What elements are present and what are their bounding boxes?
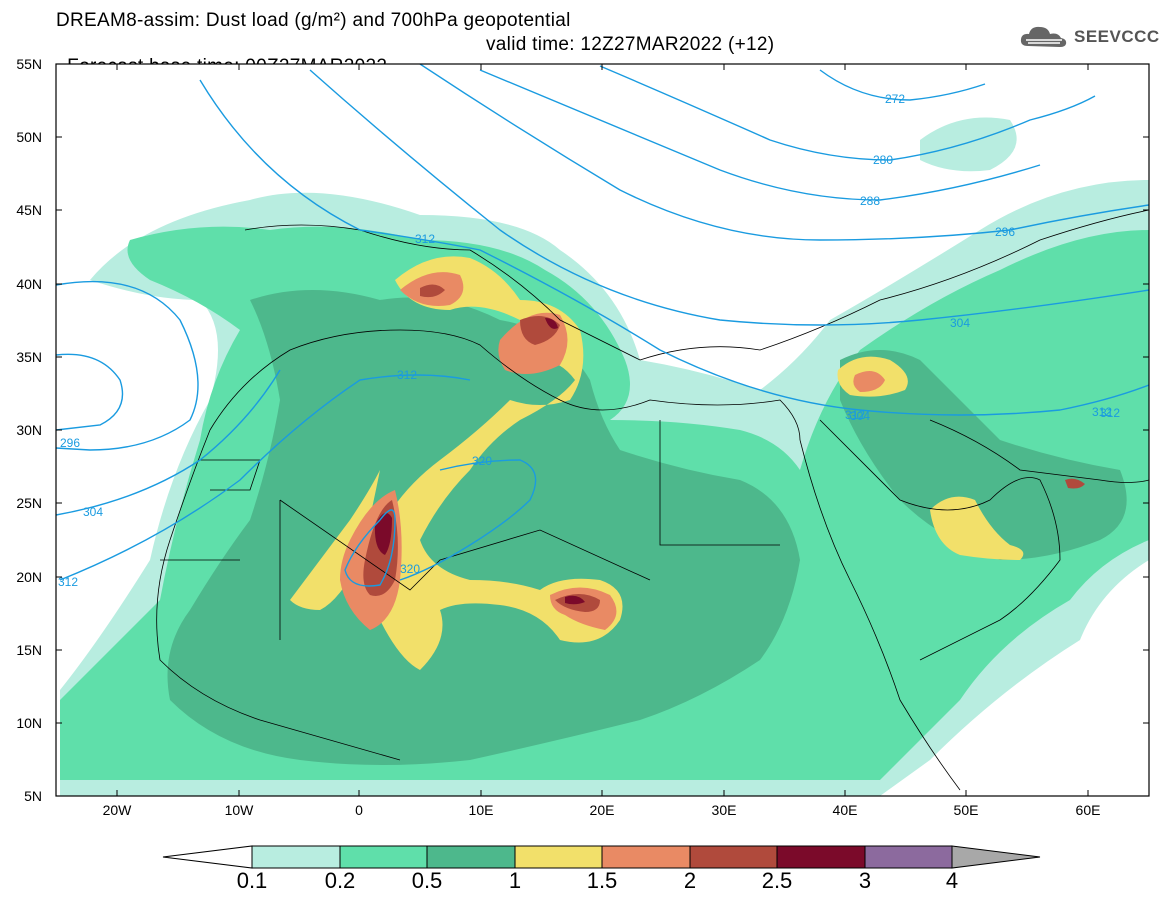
lat-label: 25N <box>16 495 42 511</box>
colorbar-low-arrow <box>162 845 253 869</box>
contour-label: 320 <box>400 562 420 576</box>
contour-label: 312 <box>58 575 78 589</box>
coast-europe <box>244 209 1149 361</box>
lat-label: 20N <box>16 569 42 585</box>
colorbar-label: 0.2 <box>324 868 356 893</box>
coast-iran <box>929 419 1149 483</box>
lon-label: 10E <box>468 802 494 818</box>
chart-title: DREAM8-assim: Dust load (g/m²) and 700hP… <box>56 10 571 31</box>
colorbar-swatch <box>689 845 778 869</box>
dust-field-0.1-north <box>920 117 1017 172</box>
contour-320-inner <box>344 509 396 587</box>
geopotential-contours <box>56 64 1149 587</box>
colorbar-label: 3 <box>858 868 872 893</box>
contour-304-west <box>56 369 281 516</box>
border-sudan <box>659 420 780 546</box>
contour-304-north <box>309 69 1149 326</box>
contour-label: 312 <box>397 368 417 382</box>
contour-label: 312 <box>845 408 865 422</box>
contour-label: 304 <box>83 505 103 519</box>
contour-312-west <box>56 353 124 431</box>
dust-field-0.5 <box>167 290 800 765</box>
lat-label: 10N <box>16 715 42 731</box>
colorbar-swatch <box>601 845 691 869</box>
lat-label: 35N <box>16 349 42 365</box>
contour-labels: 272 280 288 296 304 312 312 320 320 312 … <box>58 92 1120 589</box>
lat-label: 15N <box>16 642 42 658</box>
contour-280 <box>599 65 1096 161</box>
lon-label: 50E <box>953 802 979 818</box>
border-algeria-mali <box>279 499 651 640</box>
coast-west-africa <box>156 429 401 761</box>
lat-label: 45N <box>16 202 42 218</box>
contour-296-west <box>56 280 199 451</box>
colorbar-swatch <box>251 845 341 869</box>
dust-field-1.5 <box>340 272 885 630</box>
lon-label: 10W <box>224 802 254 818</box>
coast-arabia <box>819 419 1061 661</box>
colorbar-label: 1 <box>508 868 522 893</box>
contour-320-north <box>399 459 537 581</box>
colorbar-swatch <box>864 845 953 869</box>
contour-label: 312 <box>415 232 435 246</box>
lon-label: 20E <box>589 802 615 818</box>
colorbar-label: 2.5 <box>761 868 793 893</box>
colorbar-label: 4 <box>945 868 959 893</box>
contour-label: 296 <box>995 225 1015 239</box>
cloud-icon <box>1020 26 1067 47</box>
lat-label: 30N <box>16 422 42 438</box>
colorbar-swatch <box>776 845 866 869</box>
axis-ticks <box>56 63 1149 797</box>
lon-label: 40E <box>832 802 858 818</box>
coast-north-africa <box>209 329 801 441</box>
lon-label: 0 <box>355 802 363 818</box>
colorbar-swatch <box>514 845 603 869</box>
logo-text: SEEVCCC <box>1074 27 1160 46</box>
border-sahel <box>160 459 261 561</box>
contour-label: 296 <box>60 436 80 450</box>
borders <box>156 209 1149 791</box>
lat-label: 50N <box>16 129 42 145</box>
colorbar-high-arrow <box>951 845 1041 869</box>
colorbar <box>162 845 1041 869</box>
colorbar-swatch <box>426 845 516 869</box>
contour-label: 304 <box>950 316 970 330</box>
seevccc-logo: SEEVCCC <box>1018 22 1160 52</box>
contour-label: 272 <box>885 92 905 106</box>
lat-label: 5N <box>24 788 42 804</box>
lat-label: 55N <box>16 56 42 72</box>
colorbar-label: 0.5 <box>411 868 443 893</box>
lon-label: 20W <box>102 802 132 818</box>
contour-label: 280 <box>873 153 893 167</box>
contour-312-north <box>199 79 1149 416</box>
contour-288 <box>479 69 1041 201</box>
lon-label: 60E <box>1075 802 1101 818</box>
colorbar-swatch <box>339 845 428 869</box>
coast-red-sea <box>799 439 961 791</box>
dust-field-1-arabia <box>930 496 1024 560</box>
colorbar-label: 1.5 <box>586 868 618 893</box>
colorbar-label: 2 <box>683 868 697 893</box>
dust-field-1-west <box>290 470 380 610</box>
lat-label: 40N <box>16 276 42 292</box>
valid-time: valid time: 12Z27MAR2022 (+12) <box>486 34 775 55</box>
contour-label: 288 <box>860 194 880 208</box>
colorbar-label: 0.1 <box>236 868 268 893</box>
contour-312-mid <box>59 374 471 581</box>
contour-label: 304 <box>850 409 870 423</box>
dust-fields <box>60 117 1149 796</box>
contour-label: 320 <box>472 454 492 468</box>
contour-296-north <box>419 64 1149 241</box>
contour-label: 312 <box>1092 405 1112 419</box>
contour-272 <box>819 69 986 101</box>
contour-label: 312 <box>1100 406 1120 420</box>
lon-label: 30E <box>711 802 737 818</box>
dust-field-0.5-east <box>840 350 1127 560</box>
